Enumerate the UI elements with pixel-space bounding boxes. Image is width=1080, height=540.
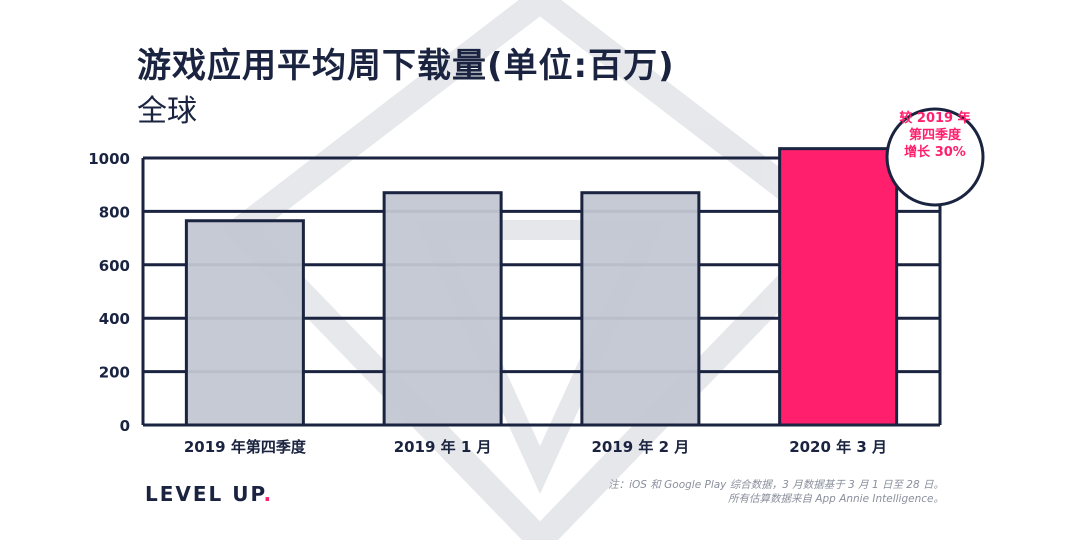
- x-tick-label: 2019 年 1 月: [394, 438, 492, 456]
- bar: [580, 191, 701, 427]
- x-tick-label: 2019 年第四季度: [184, 438, 307, 456]
- y-tick-label: 800: [99, 203, 130, 221]
- bar: [382, 191, 503, 427]
- bar: [778, 147, 899, 427]
- footnote-line: 注：iOS 和 Google Play 综合数据，3 月数据基于 3 月 1 日…: [608, 479, 944, 491]
- chart-title: 游戏应用平均周下载量(单位:百万): [137, 46, 675, 86]
- y-tick-label: 0: [120, 417, 130, 435]
- logo-text: LEVEL UP: [145, 482, 264, 506]
- x-tick-label: 2019 年 2 月: [591, 438, 689, 456]
- y-tick-label: 600: [99, 257, 130, 275]
- y-tick-label: 400: [99, 310, 130, 328]
- chart-subtitle: 全球: [137, 94, 197, 129]
- x-tick-label: 2020 年 3 月: [789, 438, 887, 456]
- footnote-line: 所有估算数据来自 App Annie Intelligence。: [728, 493, 944, 505]
- callout-line: 第四季度: [908, 128, 961, 143]
- logo-dot: .: [263, 482, 274, 506]
- y-tick-label: 1000: [88, 150, 130, 168]
- level-up-logo: LEVEL UP.: [145, 482, 273, 506]
- callout-line: 较 2019 年: [899, 111, 971, 126]
- callout-circle: [885, 107, 985, 207]
- footnote: 注：iOS 和 Google Play 综合数据，3 月数据基于 3 月 1 日…: [608, 478, 944, 506]
- callout-line: 增长 30%: [904, 145, 966, 160]
- growth-callout: 较 2019 年 第四季度 增长 30%: [890, 110, 980, 161]
- y-tick-label: 200: [99, 364, 130, 382]
- bar: [184, 219, 305, 427]
